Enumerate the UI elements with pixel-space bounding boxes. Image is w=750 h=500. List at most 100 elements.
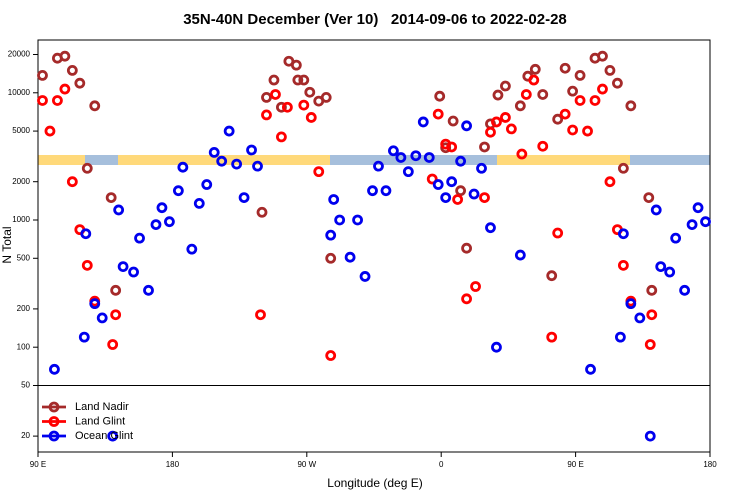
- legend-marker: [48, 430, 60, 442]
- point: [520, 89, 532, 100]
- point: [44, 125, 56, 137]
- y-tick-label: 50: [21, 381, 30, 390]
- legend-marker: [48, 416, 60, 427]
- point: [468, 188, 480, 200]
- point: [546, 331, 558, 343]
- point: [186, 243, 198, 255]
- point: [582, 125, 593, 137]
- point: [334, 214, 346, 226]
- point: [617, 162, 629, 174]
- point: [461, 293, 472, 305]
- point: [59, 50, 71, 62]
- legend-marker: [48, 401, 60, 413]
- x-tick-label: 90 E: [567, 460, 583, 469]
- point: [281, 101, 293, 113]
- point: [255, 309, 266, 321]
- point: [634, 312, 646, 324]
- point: [201, 179, 213, 190]
- point: [500, 80, 511, 92]
- point: [516, 148, 528, 160]
- point: [216, 155, 228, 167]
- point: [256, 206, 268, 218]
- point: [604, 64, 616, 76]
- point: [461, 242, 472, 254]
- point: [514, 249, 526, 261]
- point: [664, 266, 676, 278]
- x-tick-label: 180: [703, 460, 717, 469]
- y-tick-label: 10000: [8, 88, 31, 97]
- point: [172, 185, 184, 197]
- point: [612, 77, 623, 89]
- point: [52, 95, 63, 106]
- point: [567, 124, 579, 136]
- point: [574, 69, 586, 81]
- point: [276, 101, 287, 113]
- point: [492, 89, 504, 101]
- point: [246, 144, 257, 156]
- point: [134, 232, 145, 244]
- point: [96, 312, 108, 324]
- point: [81, 162, 93, 174]
- point: [617, 228, 629, 240]
- ocean-band: [630, 155, 710, 165]
- point: [373, 160, 384, 172]
- point: [455, 185, 467, 197]
- point: [156, 202, 168, 214]
- point: [117, 261, 129, 273]
- point: [552, 227, 564, 239]
- y-tick-label: 100: [17, 342, 31, 351]
- point: [402, 166, 414, 178]
- point: [105, 192, 117, 203]
- point: [574, 95, 586, 106]
- y-tick-label: 20: [21, 431, 30, 440]
- y-tick-label: 20000: [8, 50, 31, 59]
- point: [238, 192, 250, 203]
- plot-frame: [37, 39, 711, 453]
- point: [644, 430, 656, 442]
- point: [417, 116, 429, 128]
- point: [679, 284, 691, 296]
- point: [304, 86, 316, 98]
- point: [670, 232, 682, 244]
- x-tick-label: 90 E: [30, 460, 46, 469]
- point: [461, 120, 472, 132]
- point: [107, 339, 119, 350]
- x-axis-label: Longitude (deg E): [327, 476, 422, 490]
- point: [597, 83, 608, 95]
- point: [110, 284, 122, 296]
- point: [344, 251, 356, 263]
- point: [107, 430, 119, 442]
- land-band: [118, 155, 330, 165]
- point: [78, 331, 90, 343]
- point: [643, 192, 655, 203]
- point: [270, 89, 281, 100]
- point: [655, 261, 667, 273]
- point: [395, 152, 407, 163]
- point: [434, 90, 446, 102]
- point: [692, 202, 704, 214]
- point: [74, 77, 86, 89]
- point: [89, 100, 101, 112]
- point: [585, 363, 596, 375]
- land-band: [38, 155, 85, 165]
- point: [625, 100, 637, 112]
- point: [491, 116, 502, 128]
- y-axis-label: N Total: [0, 226, 14, 263]
- x-tick-label: 180: [166, 460, 180, 469]
- point: [440, 192, 452, 203]
- point: [261, 91, 272, 103]
- y-tick-label: 1000: [12, 215, 30, 224]
- point: [646, 309, 658, 321]
- chart-title: 35N-40N December (Ver 10) 2014-09-06 to …: [183, 11, 567, 28]
- point: [143, 284, 154, 296]
- point: [352, 214, 363, 226]
- point: [491, 341, 502, 353]
- point: [537, 89, 549, 100]
- point: [447, 115, 459, 127]
- point: [49, 363, 60, 375]
- y-tick-label: 500: [17, 253, 31, 262]
- point: [479, 192, 490, 203]
- point: [313, 166, 325, 178]
- point: [432, 179, 444, 190]
- point: [328, 194, 340, 205]
